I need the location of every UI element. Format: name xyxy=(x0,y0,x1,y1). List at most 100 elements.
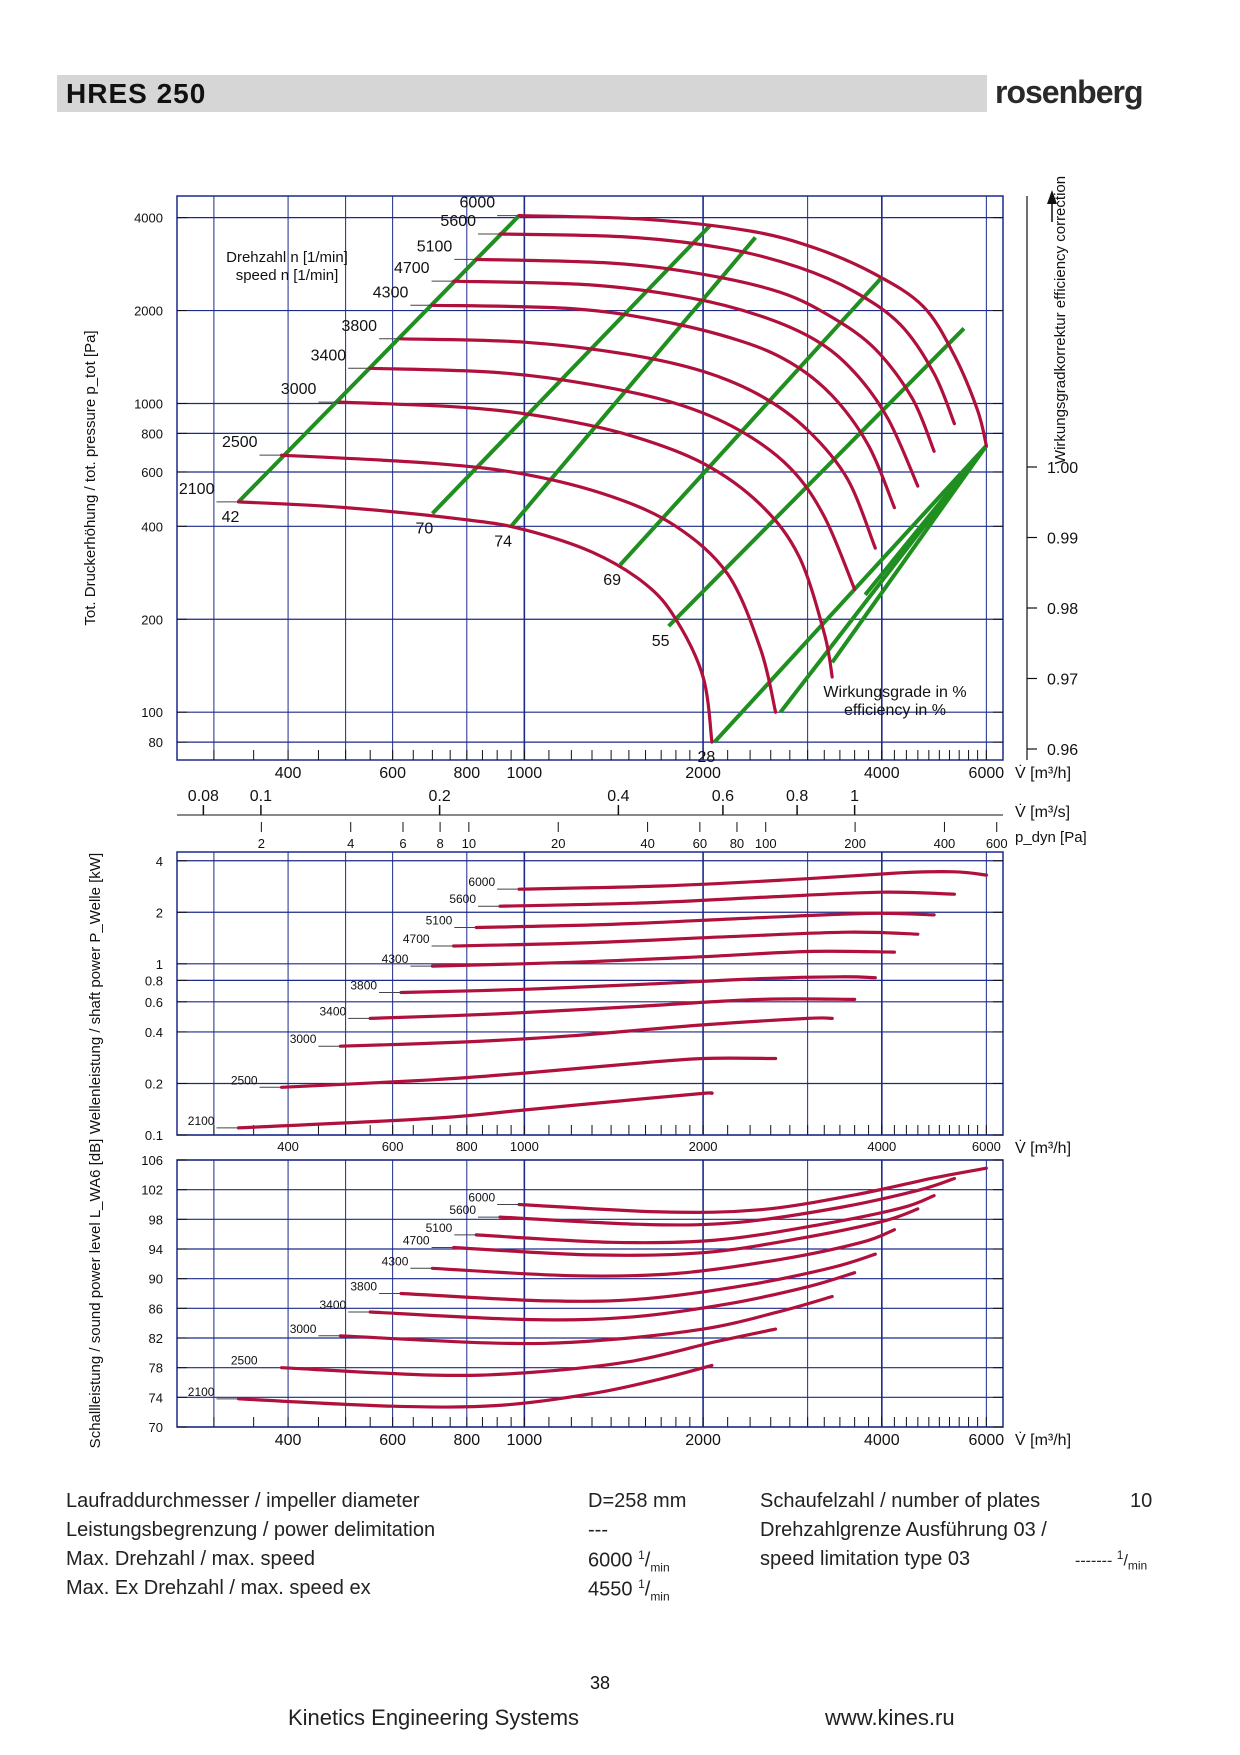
brand-logo: rosenberg xyxy=(995,74,1143,110)
spec-maxspeed-value: 6000 1/min xyxy=(588,1548,670,1575)
efficiency-line xyxy=(509,236,757,528)
speed-label: 3000 xyxy=(290,1322,317,1336)
spec-maxex-value: 4550 1/min xyxy=(588,1577,670,1604)
efficiency-label: 28 xyxy=(698,749,716,766)
x-tick-label: 400 xyxy=(275,765,302,782)
footer-website: www.kines.ru xyxy=(825,1705,955,1730)
spec-impeller-label: Laufraddurchmesser / impeller diameter xyxy=(66,1490,420,1512)
speed-curve xyxy=(368,366,857,591)
speed-curve xyxy=(498,1176,956,1227)
x-tick-label: 600 xyxy=(379,765,406,782)
speed-curve xyxy=(399,1252,877,1303)
y-tick-label: 0.6 xyxy=(145,995,163,1010)
speed-label: 4300 xyxy=(382,1254,409,1268)
chart-frame xyxy=(176,851,1004,1136)
speed-curve xyxy=(474,1194,936,1245)
flow-tick-label: 0.6 xyxy=(712,788,734,805)
x-axis-label: V̇ [m³/h] xyxy=(1015,1431,1071,1449)
speed-curve xyxy=(517,214,988,448)
correction-tick-label: 0.98 xyxy=(1047,601,1078,618)
y-tick-label: 4000 xyxy=(134,211,163,226)
efficiency-line xyxy=(712,444,988,744)
speed-label: 3800 xyxy=(350,978,377,992)
speed-label: 3800 xyxy=(341,318,377,335)
y-tick-label: 98 xyxy=(149,1212,163,1227)
pdyn-tick-label: 6 xyxy=(399,836,406,851)
x-tick-label: 1000 xyxy=(510,1139,539,1154)
pdyn-tick-label: 4 xyxy=(347,836,354,851)
speed-label: 2100 xyxy=(179,481,215,498)
speed-label: 5600 xyxy=(449,1203,476,1217)
speed-curve xyxy=(452,279,920,488)
speed-caption: Drehzahl n [1/min] xyxy=(226,249,348,266)
x-tick-label: 4000 xyxy=(864,765,900,782)
speed-curve xyxy=(280,453,778,714)
y-tick-label: 4 xyxy=(156,854,163,869)
spec-maxex-label: Max. Ex Drehzahl / max. speed ex xyxy=(66,1577,371,1599)
flow-tick-label: 0.8 xyxy=(786,788,808,805)
spec-plates-label: Schaufelzahl / number of plates xyxy=(760,1490,1041,1512)
pdyn-tick-label: 2 xyxy=(258,836,265,851)
pdyn-tick-label: 60 xyxy=(693,836,707,851)
efficiency-caption: Wirkungsgrade in % xyxy=(823,684,966,701)
header-bar xyxy=(57,75,987,112)
x-tick-label: 2000 xyxy=(685,1432,721,1449)
y-tick-label: 102 xyxy=(141,1183,163,1198)
y-tick-label: 0.4 xyxy=(145,1025,163,1040)
x-tick-label: 400 xyxy=(275,1432,302,1449)
efficiency-label: 69 xyxy=(603,572,621,589)
pdyn-tick-label: 100 xyxy=(755,836,777,851)
speed-label: 2500 xyxy=(222,434,258,451)
speed-curve xyxy=(338,1016,834,1048)
spec-power-value: --- xyxy=(588,1519,608,1541)
speed-label: 4700 xyxy=(403,1234,430,1248)
x-tick-label: 6000 xyxy=(969,1432,1005,1449)
x-tick-label: 6000 xyxy=(972,1139,1001,1154)
y-tick-label: 70 xyxy=(149,1420,163,1435)
flow-tick-label: 0.2 xyxy=(429,788,451,805)
speed-label: 6000 xyxy=(468,1191,495,1205)
spec-maxspeed-label: Max. Drehzahl / max. speed xyxy=(66,1548,315,1570)
y-axis-label: Wellenleistung / shaft power P_Welle [kW… xyxy=(87,853,104,1134)
x-tick-label: 600 xyxy=(382,1139,404,1154)
speed-curve xyxy=(338,400,834,679)
speed-curve xyxy=(474,257,936,453)
y-axis-label: Schallleistung / sound power level L_WA6… xyxy=(87,1139,104,1449)
speed-label: 3400 xyxy=(319,1004,346,1018)
pdyn-tick-label: 400 xyxy=(934,836,956,851)
x-tick-label: 2000 xyxy=(689,1139,718,1154)
y-tick-label: 1 xyxy=(156,957,163,972)
unit-denominator: min xyxy=(650,1560,670,1575)
speed-label: 3400 xyxy=(311,347,347,364)
speed-label: 2100 xyxy=(188,1114,215,1128)
speed-curve xyxy=(236,500,714,744)
efficiency-line xyxy=(863,444,988,597)
flow-tick-label: 1 xyxy=(850,788,859,805)
efficiency-label: 55 xyxy=(652,633,670,650)
y-tick-label: 106 xyxy=(141,1153,163,1168)
x-tick-label: 2000 xyxy=(685,765,721,782)
speed-curve xyxy=(430,1228,896,1278)
speed-curve xyxy=(280,1327,778,1377)
unit-numerator: 1 xyxy=(638,1577,645,1591)
speed-curve xyxy=(338,1294,834,1346)
speed-curve xyxy=(517,1166,988,1214)
spec-limit-value: ------- 1/min xyxy=(1075,1548,1148,1573)
efficiency-line xyxy=(618,276,884,567)
speed-curve xyxy=(474,911,936,930)
efficiency-label: 42 xyxy=(222,509,240,526)
pdyn-tick-label: 8 xyxy=(436,836,443,851)
speed-label: 3800 xyxy=(350,1280,377,1294)
unit-numerator: 1 xyxy=(1116,1548,1124,1562)
speed-label: 4700 xyxy=(403,932,430,946)
speed-label: 4300 xyxy=(382,952,409,966)
y-tick-label: 82 xyxy=(149,1331,163,1346)
y-axis-label: Tot. Druckerhöhung / tot. pressure p_tot… xyxy=(82,330,99,625)
flow-axis-label: V̇ [m³/s] xyxy=(1015,803,1070,821)
speed-curve xyxy=(517,869,988,891)
speed-label: 4300 xyxy=(373,284,409,301)
speed-label: 5100 xyxy=(417,238,453,255)
efficiency-label: 70 xyxy=(415,521,433,538)
pdyn-tick-label: 20 xyxy=(551,836,565,851)
